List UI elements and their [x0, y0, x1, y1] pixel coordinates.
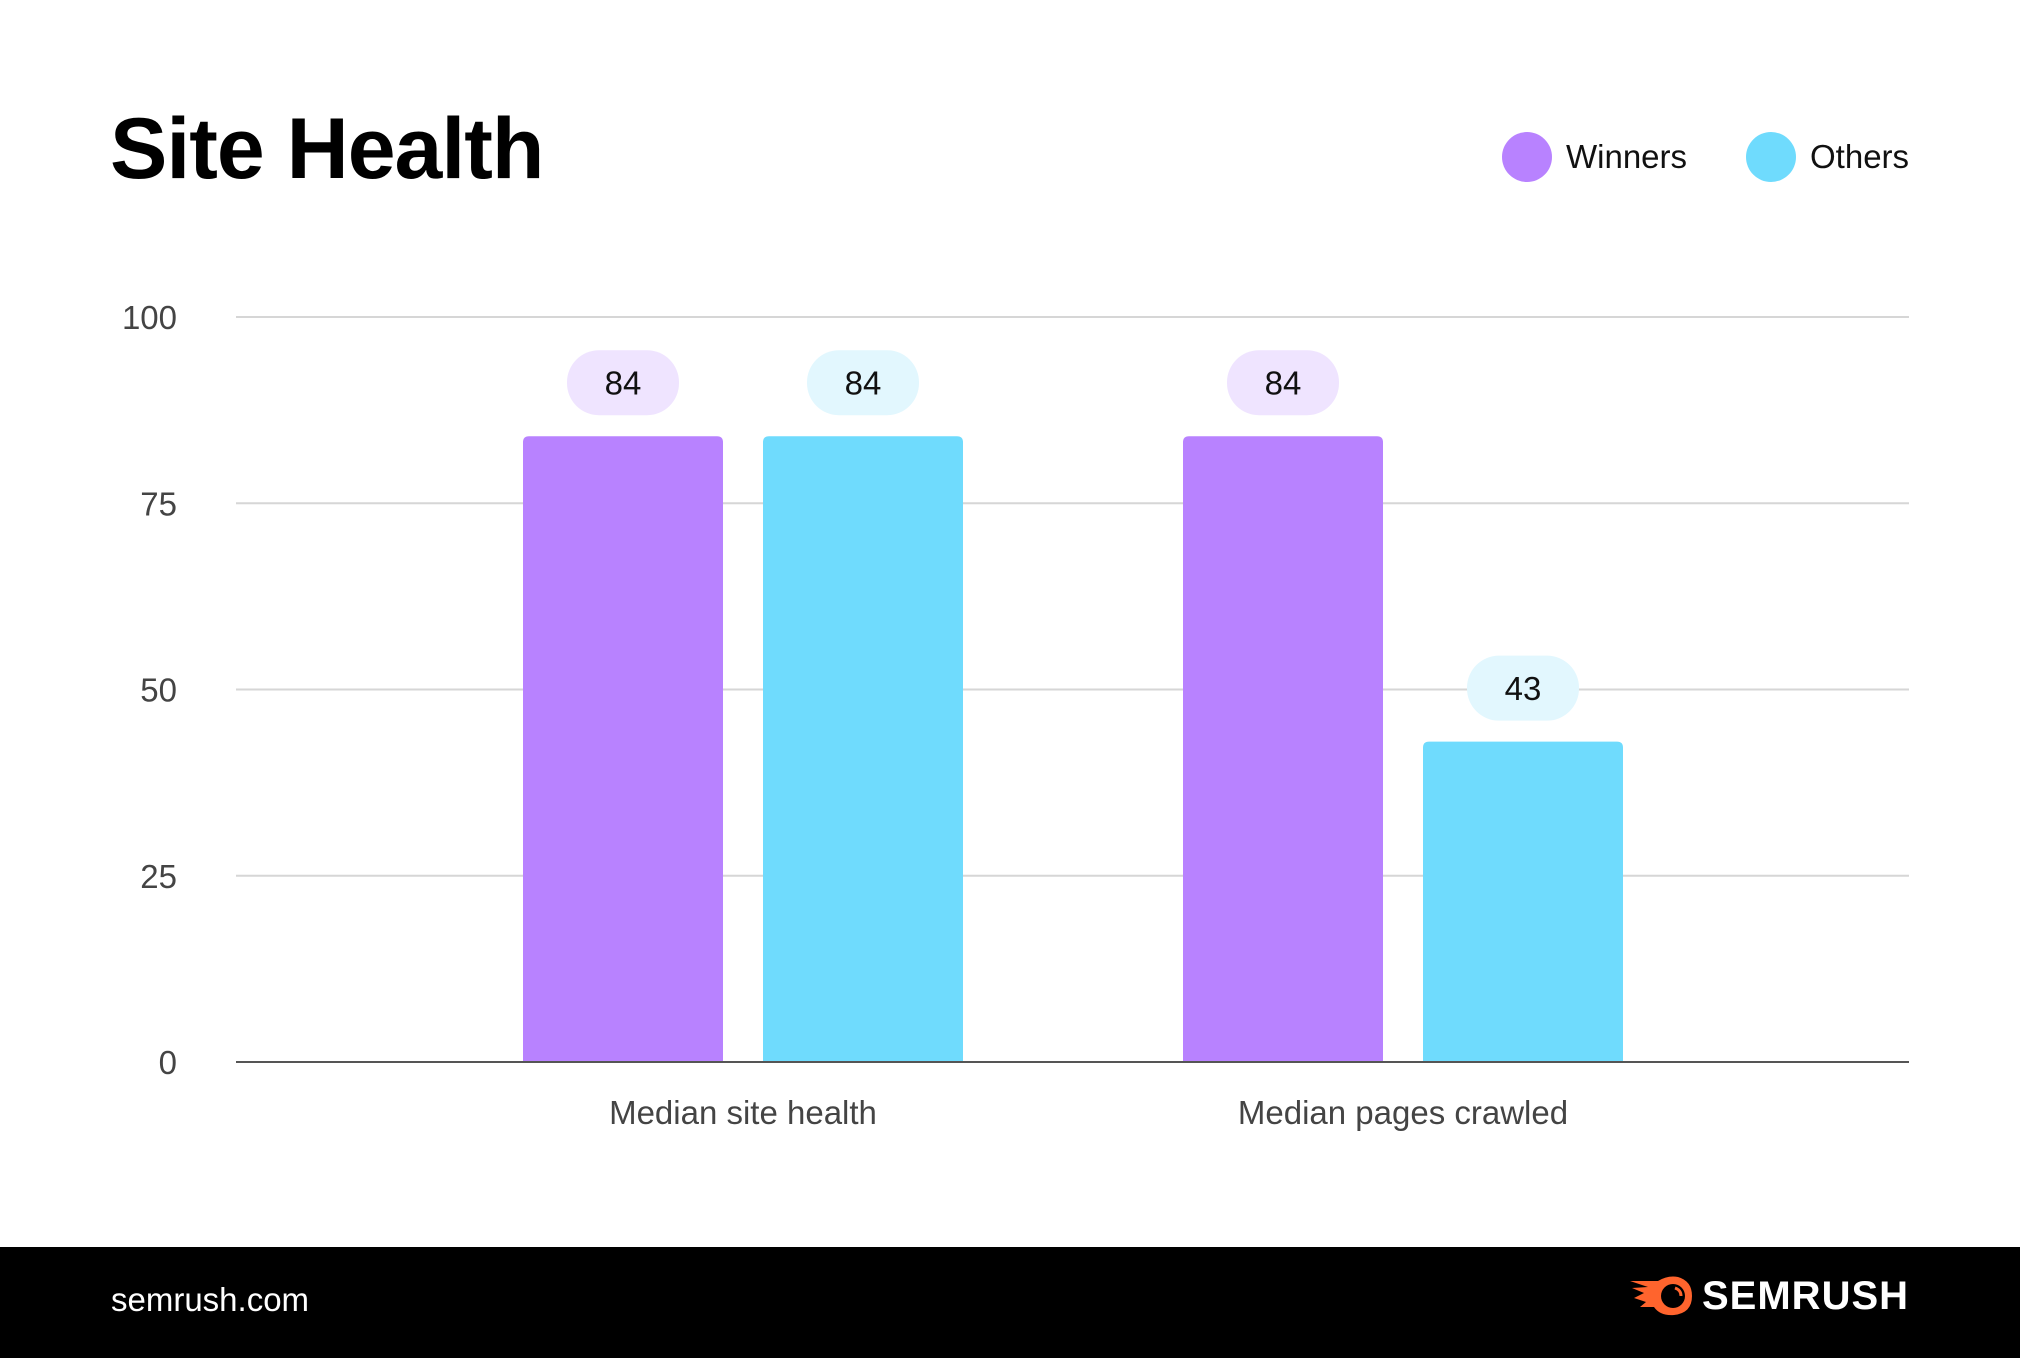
- x-category-label: Median site health: [609, 1094, 877, 1131]
- data-label: 84: [1265, 365, 1302, 402]
- bar-others: [763, 436, 963, 1062]
- legend-swatch-winners: [1502, 132, 1552, 182]
- data-label-pill: [1227, 350, 1339, 416]
- chart-title: Site Health: [110, 101, 544, 197]
- y-tick-label: 50: [140, 672, 177, 709]
- legend-label-winners: Winners: [1566, 138, 1688, 175]
- data-label: 43: [1505, 670, 1542, 707]
- data-label-pill: [807, 350, 919, 416]
- y-tick-label: 25: [140, 858, 177, 895]
- data-label-pill: [567, 350, 679, 416]
- logo-text: SEMRUSH: [1702, 1273, 1910, 1318]
- y-tick-label: 0: [159, 1044, 177, 1081]
- legend-item-winners: Winners: [1502, 132, 1687, 182]
- legend-swatch-others: [1746, 132, 1796, 182]
- data-label: 84: [845, 365, 882, 402]
- data-label-pill: [1467, 655, 1579, 721]
- data-label: 84: [605, 365, 642, 402]
- bar-chart: 0 25 50 75 100 84 84 Median site health 84 43 Medi…: [122, 299, 1909, 1131]
- bar-winners: [523, 436, 723, 1062]
- footer-url: semrush.com: [111, 1281, 310, 1318]
- x-category-label: Median pages crawled: [1238, 1094, 1568, 1131]
- y-tick-label: 100: [122, 299, 177, 336]
- legend-label-others: Others: [1810, 138, 1910, 175]
- footer: semrush.com SEMRUSH: [0, 1247, 2020, 1358]
- semrush-logo: SEMRUSH: [1628, 1271, 1909, 1321]
- bar-winners: [1183, 436, 1383, 1062]
- semrush-fireball-icon: [1630, 1276, 1692, 1316]
- legend-item-others: Others: [1746, 132, 1909, 182]
- y-tick-label: 75: [140, 485, 177, 522]
- bar-others: [1423, 741, 1623, 1062]
